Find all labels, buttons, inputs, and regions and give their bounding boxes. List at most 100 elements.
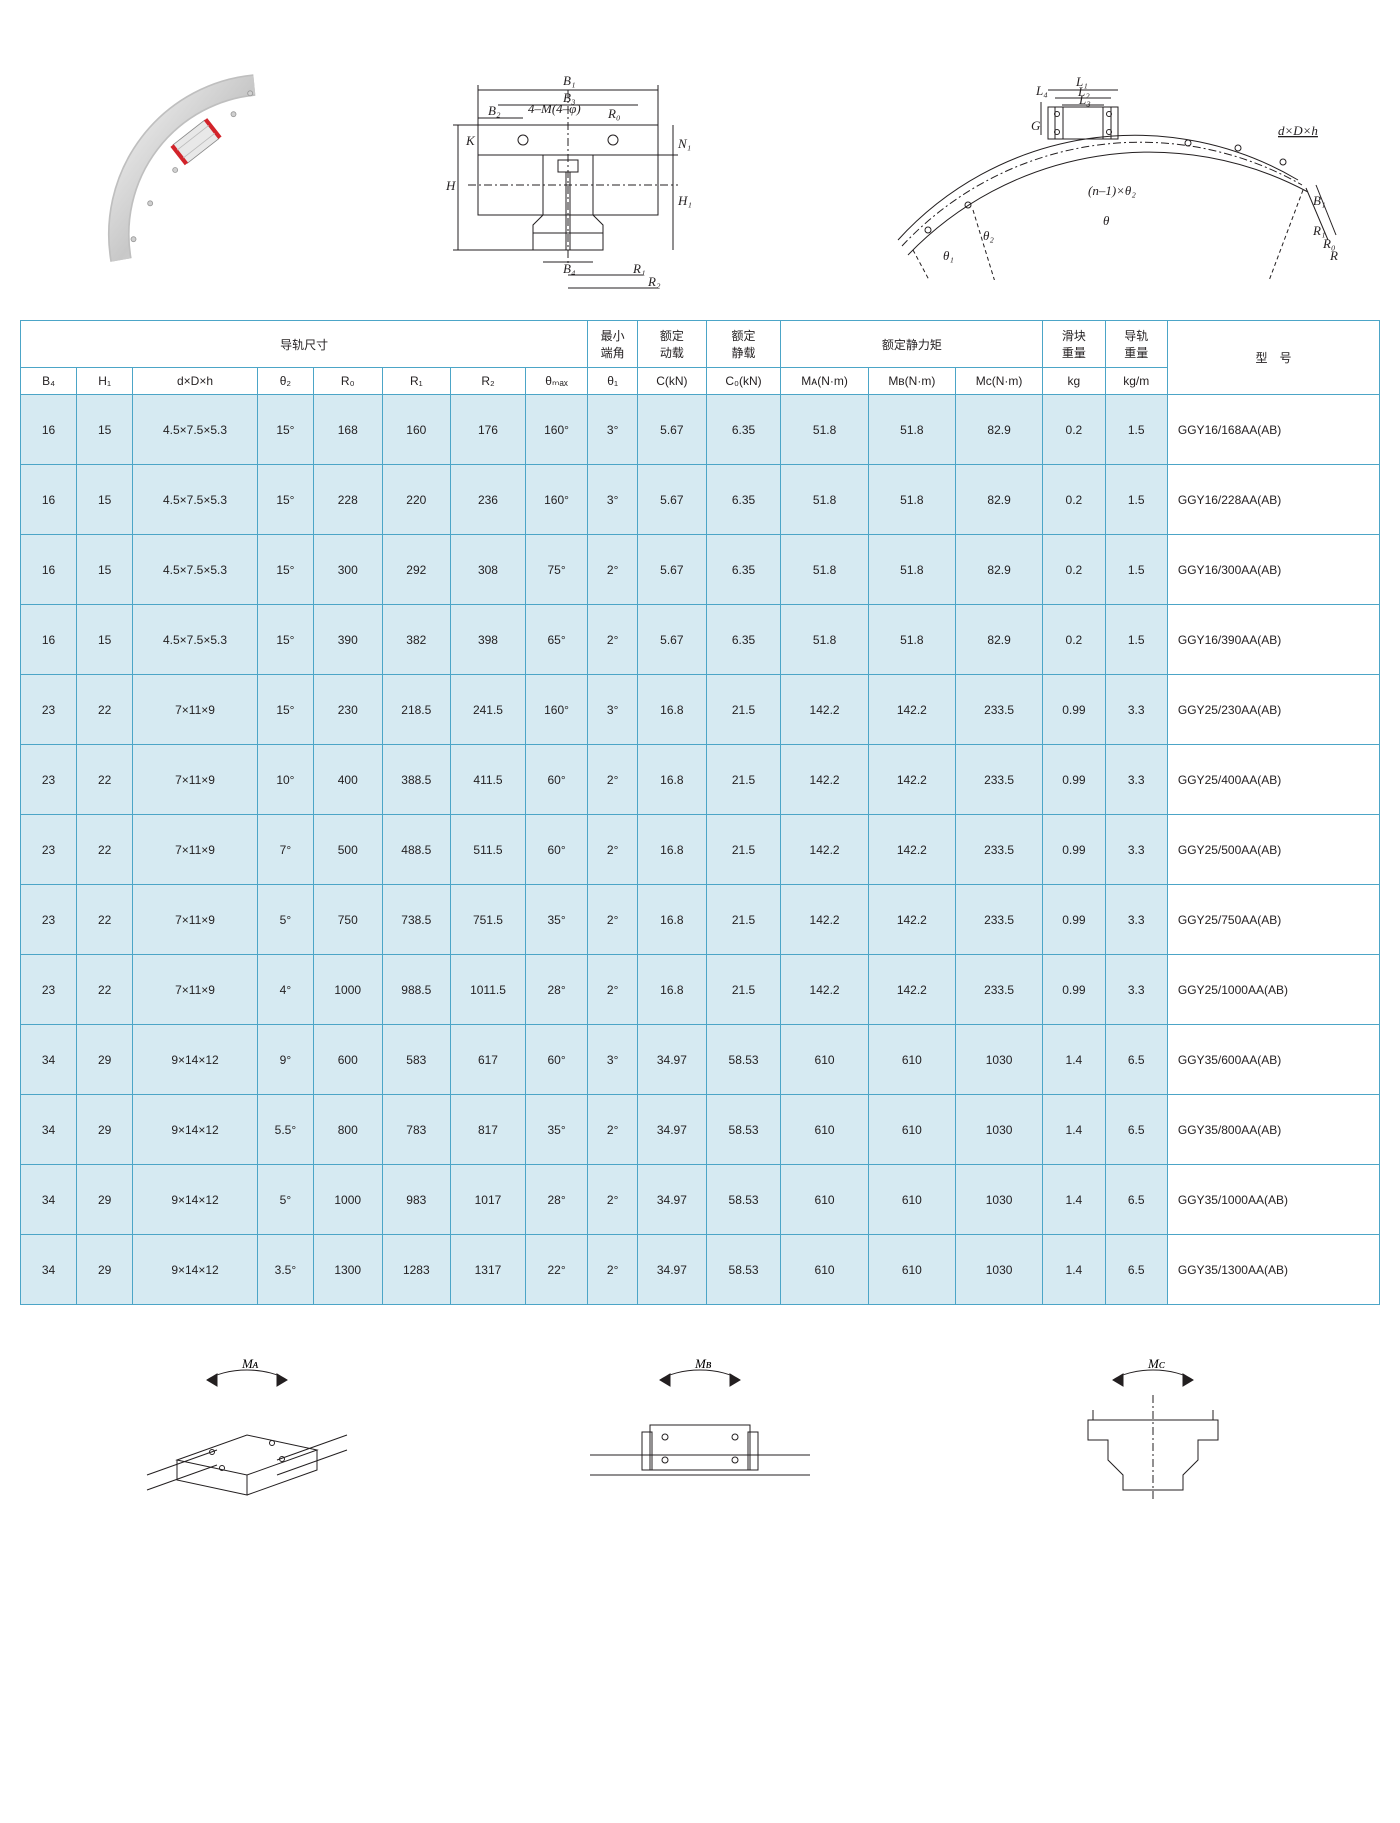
- cell-dDh: 4.5×7.5×5.3: [133, 395, 258, 465]
- cell-kgm: 1.5: [1105, 395, 1167, 465]
- cell-kg: 0.99: [1043, 955, 1105, 1025]
- cell-r0: 750: [313, 885, 382, 955]
- table-row: 34299×14×123.5°13001283131722°2°34.9758.…: [21, 1235, 1380, 1305]
- cell-dDh: 7×11×9: [133, 885, 258, 955]
- cell-c0: 6.35: [706, 395, 781, 465]
- cell-r0: 800: [313, 1095, 382, 1165]
- hdr-rail-weight: 导轨 重量: [1105, 321, 1167, 368]
- svg-text:N₁: N₁: [677, 136, 691, 151]
- cell-b4: 34: [21, 1095, 77, 1165]
- cell-model: GGY16/168AA(AB): [1167, 395, 1379, 465]
- table-row: 34299×14×129°60058361760°3°34.9758.53610…: [21, 1025, 1380, 1095]
- table-row: 34299×14×125°1000983101728°2°34.9758.536…: [21, 1165, 1380, 1235]
- cell-c0: 58.53: [706, 1235, 781, 1305]
- cell-r0: 1300: [313, 1235, 382, 1305]
- hdr-block-weight: 滑块 重量: [1043, 321, 1105, 368]
- cell-t2: 15°: [257, 605, 313, 675]
- cell-c: 34.97: [638, 1235, 707, 1305]
- cell-r1: 583: [382, 1025, 451, 1095]
- cell-ma: 142.2: [781, 815, 868, 885]
- cell-ma: 142.2: [781, 955, 868, 1025]
- cell-t1: 2°: [588, 1095, 638, 1165]
- cell-t2: 9°: [257, 1025, 313, 1095]
- cell-mb: 142.2: [868, 815, 955, 885]
- cell-tmax: 65°: [525, 605, 587, 675]
- cell-r1: 983: [382, 1165, 451, 1235]
- cell-r2: 398: [451, 605, 526, 675]
- cell-r2: 751.5: [451, 885, 526, 955]
- cell-mc: 1030: [955, 1235, 1042, 1305]
- cell-t2: 3.5°: [257, 1235, 313, 1305]
- cell-kgm: 6.5: [1105, 1235, 1167, 1305]
- cell-kg: 0.2: [1043, 605, 1105, 675]
- svg-text:R₂: R₂: [1329, 248, 1338, 263]
- cell-ma: 51.8: [781, 535, 868, 605]
- cell-mc: 82.9: [955, 535, 1042, 605]
- svg-text:d×D×h: d×D×h: [1278, 123, 1318, 138]
- col-mb: Mʙ(N·m): [868, 368, 955, 395]
- cell-dDh: 4.5×7.5×5.3: [133, 465, 258, 535]
- cell-kgm: 3.3: [1105, 745, 1167, 815]
- cell-r2: 817: [451, 1095, 526, 1165]
- cell-tmax: 28°: [525, 1165, 587, 1235]
- cell-b4: 23: [21, 745, 77, 815]
- cell-mc: 233.5: [955, 675, 1042, 745]
- cell-dDh: 7×11×9: [133, 815, 258, 885]
- cell-h1: 15: [77, 605, 133, 675]
- svg-text:R₂: R₂: [647, 274, 661, 289]
- cell-mc: 82.9: [955, 605, 1042, 675]
- cell-ma: 51.8: [781, 605, 868, 675]
- cell-kg: 0.99: [1043, 885, 1105, 955]
- cell-c: 5.67: [638, 535, 707, 605]
- cell-ma: 610: [781, 1095, 868, 1165]
- cell-mb: 610: [868, 1165, 955, 1235]
- svg-text:4–M(4–φ): 4–M(4–φ): [528, 101, 581, 116]
- cell-dDh: 7×11×9: [133, 745, 258, 815]
- cell-kg: 0.99: [1043, 815, 1105, 885]
- cell-h1: 22: [77, 815, 133, 885]
- svg-text:H₁: H₁: [677, 193, 692, 208]
- cell-tmax: 160°: [525, 465, 587, 535]
- table-row: 16154.5×7.5×5.315°30029230875°2°5.676.35…: [21, 535, 1380, 605]
- cell-mc: 1030: [955, 1095, 1042, 1165]
- cell-b4: 23: [21, 955, 77, 1025]
- cell-r1: 783: [382, 1095, 451, 1165]
- col-dDh: d×D×h: [133, 368, 258, 395]
- cell-dDh: 7×11×9: [133, 675, 258, 745]
- cell-kg: 1.4: [1043, 1025, 1105, 1095]
- svg-text:H: H: [445, 178, 456, 193]
- cell-model: GGY35/800AA(AB): [1167, 1095, 1379, 1165]
- cell-kg: 1.4: [1043, 1235, 1105, 1305]
- cell-t2: 10°: [257, 745, 313, 815]
- cell-r1: 988.5: [382, 955, 451, 1025]
- cell-b4: 34: [21, 1235, 77, 1305]
- cell-ma: 142.2: [781, 675, 868, 745]
- cell-dDh: 9×14×12: [133, 1025, 258, 1095]
- hdr-static-load: 额定 静载: [706, 321, 781, 368]
- cell-mc: 1030: [955, 1025, 1042, 1095]
- cell-r0: 1000: [313, 1165, 382, 1235]
- cell-b4: 23: [21, 815, 77, 885]
- cell-r0: 600: [313, 1025, 382, 1095]
- cell-kgm: 6.5: [1105, 1165, 1167, 1235]
- cell-t1: 3°: [588, 675, 638, 745]
- cell-c0: 6.35: [706, 465, 781, 535]
- hdr-dyn-load: 额定 动载: [638, 321, 707, 368]
- table-row: 23227×11×94°1000988.51011.528°2°16.821.5…: [21, 955, 1380, 1025]
- cell-tmax: 160°: [525, 395, 587, 465]
- cell-c: 16.8: [638, 675, 707, 745]
- cell-model: GGY35/1000AA(AB): [1167, 1165, 1379, 1235]
- cell-h1: 29: [77, 1095, 133, 1165]
- table-row: 34299×14×125.5°80078381735°2°34.9758.536…: [21, 1095, 1380, 1165]
- cell-ma: 51.8: [781, 395, 868, 465]
- cell-h1: 15: [77, 395, 133, 465]
- svg-text:Mᴄ: Mᴄ: [1147, 1356, 1166, 1371]
- cell-ma: 610: [781, 1165, 868, 1235]
- cell-t2: 15°: [257, 395, 313, 465]
- table-row: 23227×11×915°230218.5241.5160°3°16.821.5…: [21, 675, 1380, 745]
- col-mc: Mᴄ(N·m): [955, 368, 1042, 395]
- cell-model: GGY25/750AA(AB): [1167, 885, 1379, 955]
- cell-model: GGY25/230AA(AB): [1167, 675, 1379, 745]
- cell-r1: 292: [382, 535, 451, 605]
- cell-model: GGY16/228AA(AB): [1167, 465, 1379, 535]
